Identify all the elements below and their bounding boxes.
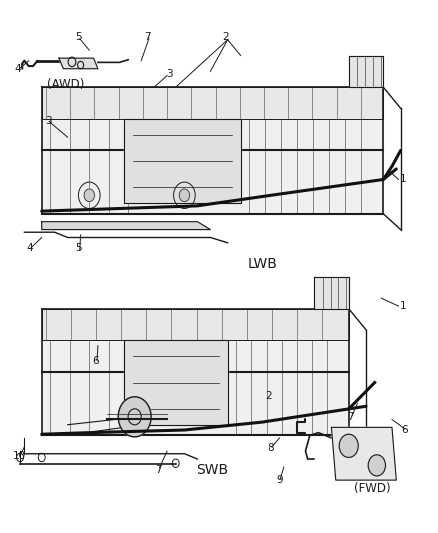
- Circle shape: [179, 189, 190, 201]
- Text: 5: 5: [75, 243, 82, 253]
- Polygon shape: [332, 427, 396, 480]
- Text: 4: 4: [14, 64, 21, 74]
- Text: 1: 1: [399, 301, 406, 311]
- Polygon shape: [124, 341, 228, 425]
- Polygon shape: [42, 222, 210, 230]
- Text: 7: 7: [155, 465, 162, 474]
- Text: SWB: SWB: [197, 463, 229, 477]
- Text: 4: 4: [26, 243, 33, 253]
- Text: 8: 8: [268, 443, 274, 454]
- Circle shape: [84, 189, 95, 201]
- Text: 7: 7: [348, 412, 354, 422]
- Text: LWB: LWB: [247, 257, 277, 271]
- Circle shape: [368, 455, 385, 476]
- Polygon shape: [59, 58, 98, 69]
- Polygon shape: [42, 341, 349, 435]
- Text: 3: 3: [166, 69, 173, 79]
- Text: 10: 10: [13, 451, 26, 462]
- Text: 3: 3: [45, 116, 52, 126]
- Text: 2: 2: [222, 32, 229, 42]
- Polygon shape: [124, 119, 240, 203]
- Text: 9: 9: [276, 475, 283, 485]
- Text: 6: 6: [402, 425, 408, 435]
- Circle shape: [339, 434, 358, 457]
- Polygon shape: [42, 87, 383, 119]
- Polygon shape: [42, 309, 349, 341]
- Text: (FWD): (FWD): [354, 481, 391, 495]
- Text: 1: 1: [399, 174, 406, 184]
- Text: (AWD): (AWD): [47, 78, 84, 91]
- Polygon shape: [314, 277, 349, 309]
- Text: 2: 2: [265, 391, 272, 401]
- Circle shape: [118, 397, 151, 437]
- Text: 6: 6: [92, 357, 99, 367]
- Text: 5: 5: [75, 32, 82, 42]
- Polygon shape: [349, 55, 383, 87]
- Polygon shape: [42, 119, 383, 214]
- Text: 7: 7: [145, 32, 151, 42]
